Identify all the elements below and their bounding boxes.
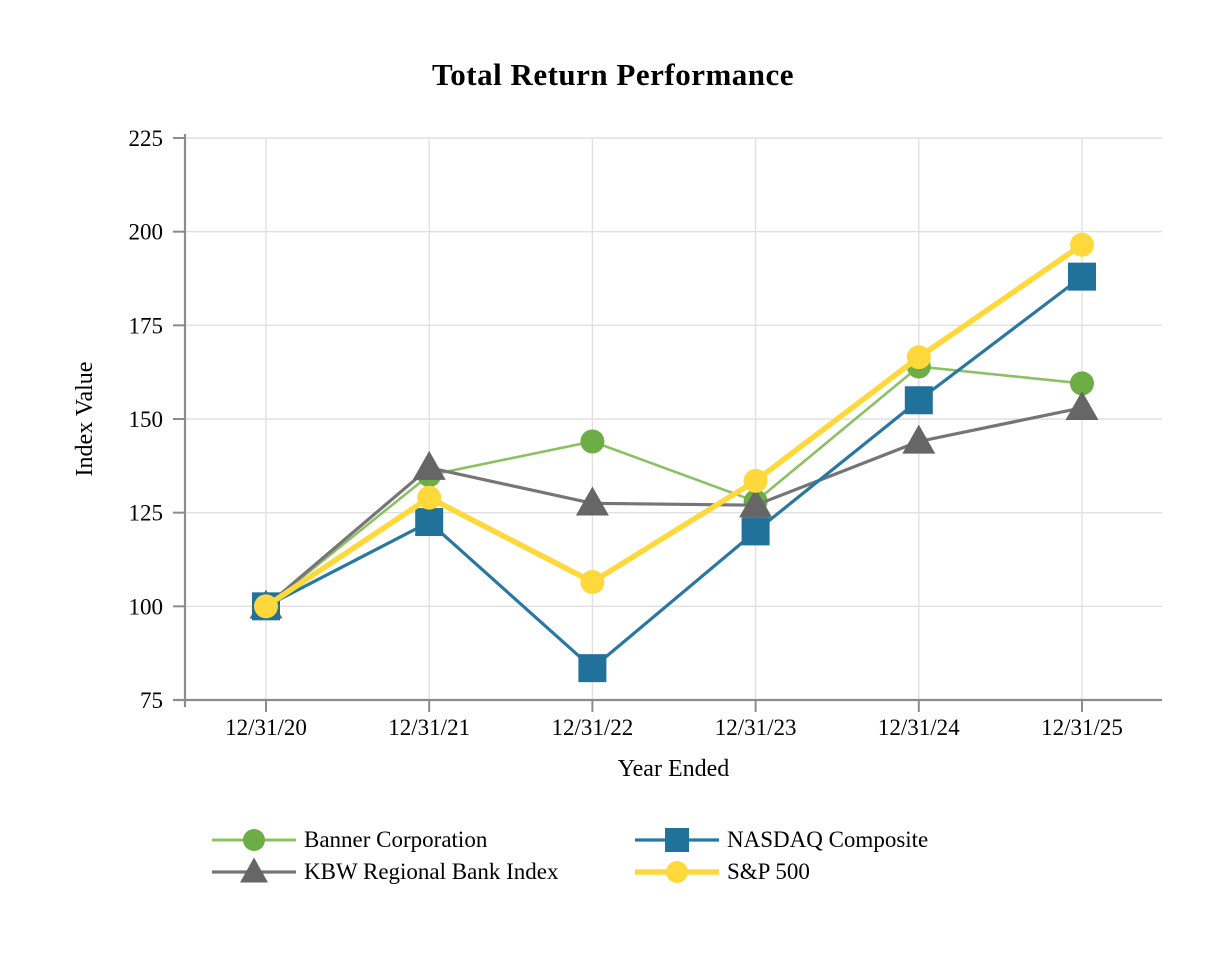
square-marker-icon [415, 508, 444, 537]
square-marker-icon [578, 654, 607, 683]
y-tick-label: 150 [129, 407, 164, 432]
circle-marker-icon [254, 594, 278, 619]
circle-marker-icon [580, 429, 605, 454]
legend-label-sp-500: S&P 500 [727, 859, 810, 884]
legend-label-banner-corporation: Banner Corporation [304, 827, 488, 852]
x-tick-label: 12/31/24 [878, 715, 960, 740]
square-marker-icon [741, 517, 770, 546]
circle-marker-icon [743, 468, 768, 493]
series-line [264, 406, 1083, 608]
triangle-marker-icon [240, 857, 268, 883]
circle-marker-icon [666, 861, 688, 883]
triangle-marker-icon [1065, 390, 1099, 420]
x-tick-label: 12/31/23 [715, 715, 797, 740]
circle-marker-icon [1070, 232, 1094, 257]
circle-marker-icon [580, 569, 605, 594]
circle-marker-icon [417, 485, 442, 510]
y-tick-label: 225 [129, 126, 164, 151]
x-tick-label: 12/31/21 [388, 715, 470, 740]
kbw-series-marker-icon [212, 857, 296, 883]
legend-label-kbw-regional-bank-index: KBW Regional Bank Index [304, 859, 559, 884]
x-tick-label: 12/31/25 [1041, 715, 1123, 740]
series-line [264, 242, 1084, 609]
x-tick-label: 12/31/22 [552, 715, 634, 740]
x-axis-title: Year Ended [617, 756, 730, 782]
x-tick-label: 12/31/20 [225, 715, 307, 740]
square-marker-icon [665, 828, 689, 852]
legend-entry-sp-500: S&P 500 [633, 855, 810, 889]
legend-label-nasdaq-composite: NASDAQ Composite [727, 827, 929, 852]
legend-entry-nasdaq-composite: NASDAQ Composite [633, 823, 928, 857]
legend-entry-banner-corporation: Banner Corporation [210, 823, 487, 857]
circle-marker-icon [906, 345, 931, 370]
banner-series-marker-icon [212, 829, 296, 851]
y-tick-label: 200 [129, 220, 164, 245]
series-line [265, 275, 1083, 671]
circle-marker-icon [243, 829, 265, 851]
chart-title: Total Return Performance [431, 57, 795, 92]
y-tick-label: 75 [140, 688, 163, 713]
triangle-marker-icon [575, 486, 609, 516]
y-tick-label: 100 [129, 594, 164, 619]
triangle-marker-icon [902, 424, 936, 454]
sp500-series-marker-icon [635, 861, 719, 883]
circle-marker-icon [1070, 371, 1094, 396]
square-marker-icon [1068, 262, 1096, 291]
y-tick-label: 125 [129, 501, 164, 526]
triangle-marker-icon [412, 450, 446, 480]
y-tick-label: 175 [129, 313, 164, 338]
square-marker-icon [904, 386, 933, 415]
triangle-marker-icon [739, 488, 773, 518]
series-line [265, 365, 1083, 608]
legend-entry-kbw-regional-bank-index: KBW Regional Bank Index [210, 855, 558, 889]
nasdaq-series-marker-icon [635, 828, 719, 852]
